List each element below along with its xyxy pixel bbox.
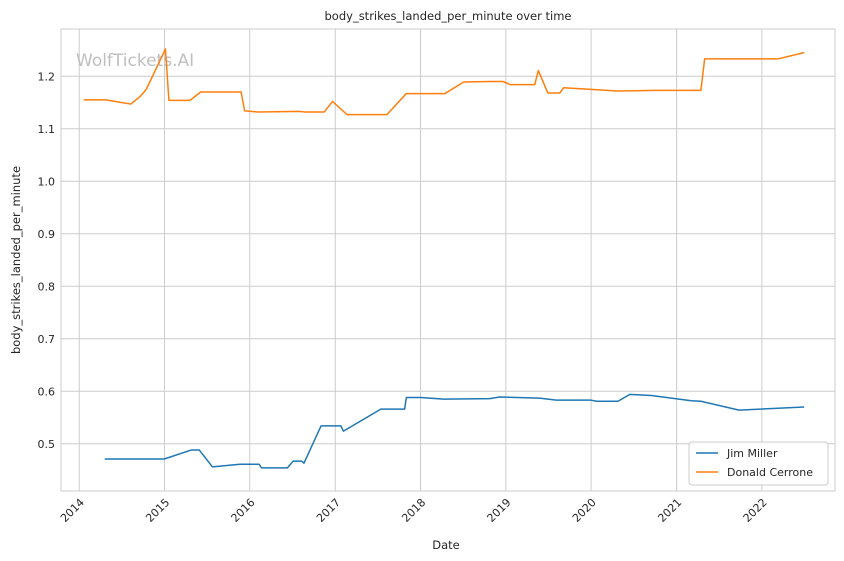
x-axis-label: Date [432, 538, 460, 552]
series-line-jim-miller [104, 393, 805, 469]
y-tick-label: 1.1 [38, 123, 56, 136]
y-tick-label: 1.0 [38, 175, 56, 188]
legend: Jim Miller Donald Cerrone [688, 441, 829, 486]
legend-box [688, 441, 829, 486]
series-lines [83, 48, 805, 469]
legend-label-donald-cerrone: Donald Cerrone [727, 466, 813, 479]
y-tick-label: 0.6 [38, 385, 56, 398]
y-axis-label: body_strikes_landed_per_minute [9, 166, 23, 354]
series-line-donald-cerrone [83, 48, 805, 116]
plot-frame [60, 28, 836, 492]
plot-area [61, 29, 835, 491]
y-tick-label: 0.7 [38, 333, 56, 346]
y-tick-label: 0.5 [38, 438, 56, 451]
chart-title: body_strikes_landed_per_minute over time [325, 9, 572, 23]
y-tick-label: 0.8 [38, 280, 56, 293]
y-tick-label: 1.2 [38, 70, 56, 83]
legend-label-jim-miller: Jim Miller [726, 447, 778, 460]
y-axis-ticks: 0.5 0.6 0.7 0.8 0.9 1.0 1.1 1.2 [38, 70, 56, 451]
watermark-text: WolfTickets.AI [76, 51, 194, 71]
grid-lines [61, 29, 835, 491]
y-tick-label: 0.9 [38, 228, 56, 241]
